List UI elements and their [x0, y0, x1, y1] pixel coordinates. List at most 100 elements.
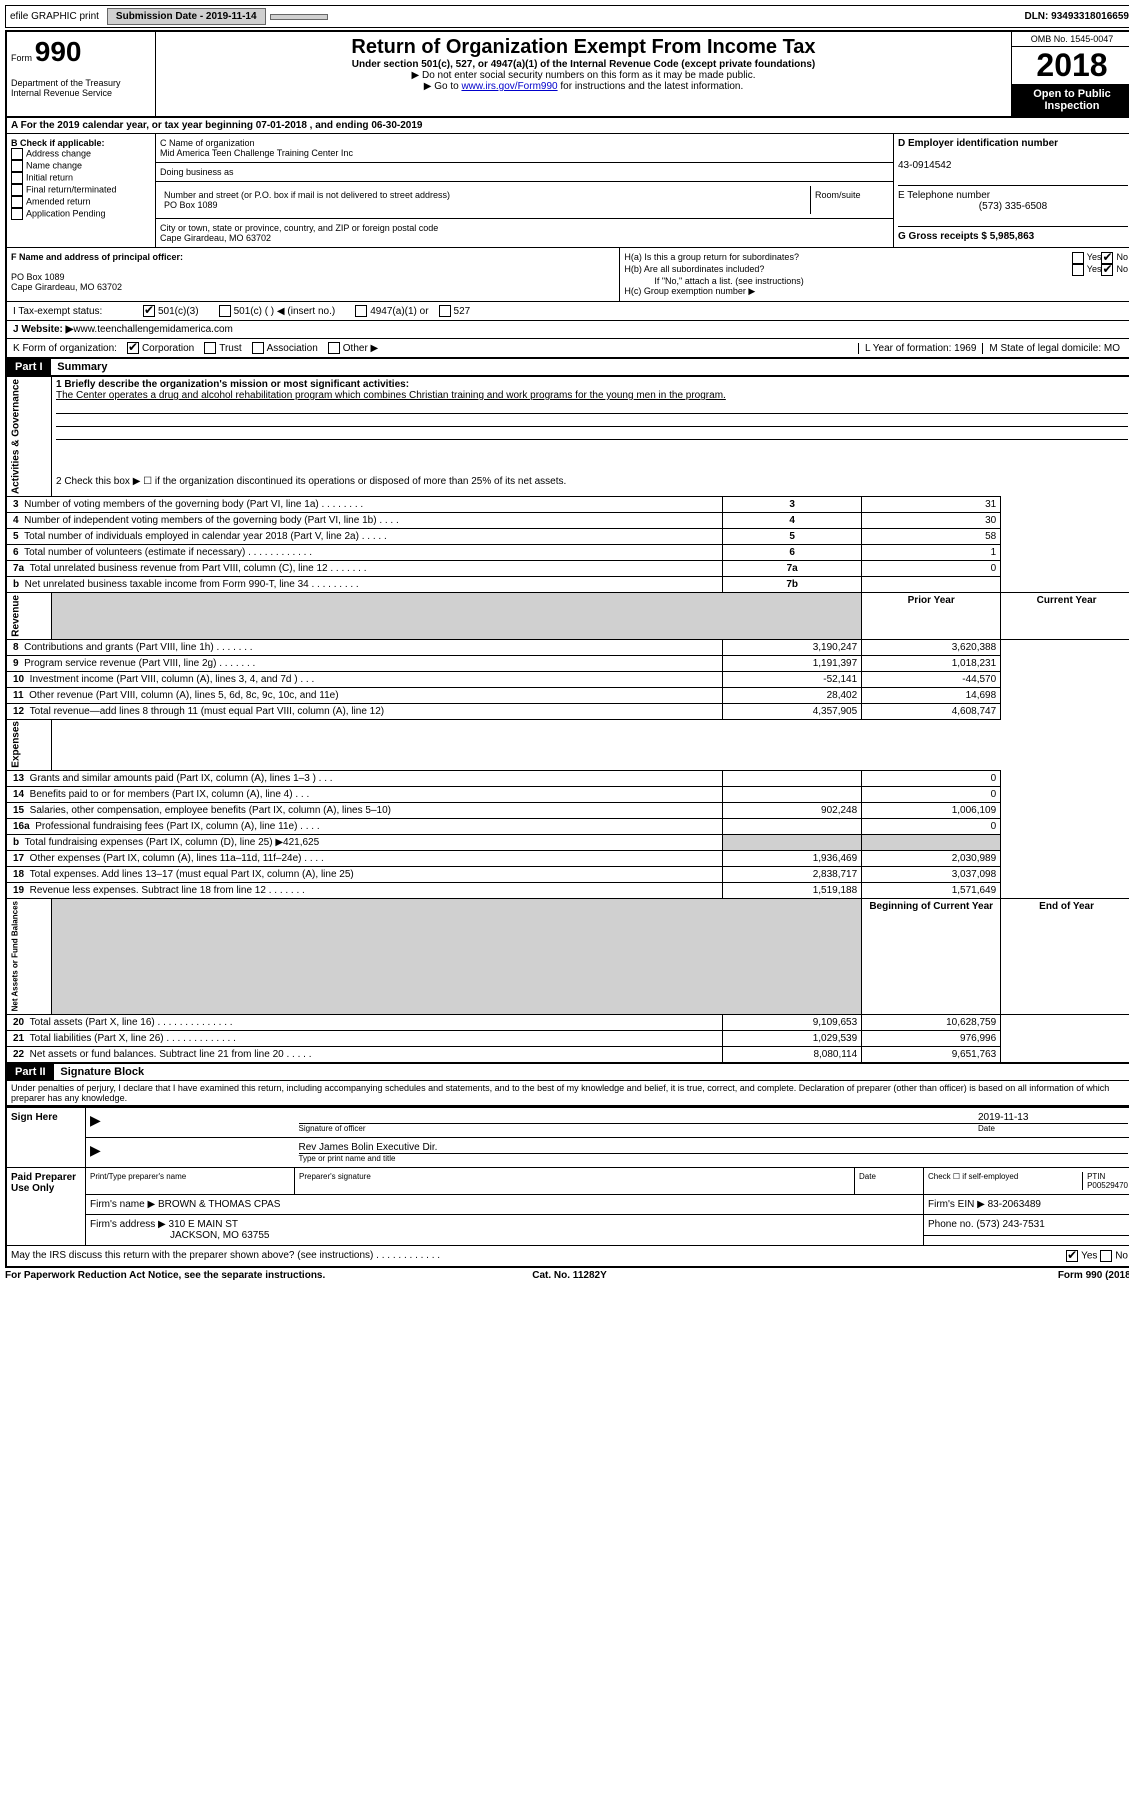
- firm-addr-label: Firm's address ▶: [90, 1219, 169, 1230]
- row-i: I Tax-exempt status: 501(c)(3) 501(c) ( …: [5, 302, 1129, 321]
- prior-value: 28,402: [723, 687, 862, 703]
- desc: 20 Total assets (Part X, line 16) . . . …: [6, 1014, 723, 1030]
- line-a: A For the 2019 calendar year, or tax yea…: [5, 118, 1129, 134]
- note-link: ▶ Go to www.irs.gov/Form990 for instruct…: [160, 81, 1007, 92]
- line-a-text: A For the 2019 calendar year, or tax yea…: [11, 120, 422, 131]
- form-subtitle: Under section 501(c), 527, or 4947(a)(1)…: [160, 59, 1007, 70]
- desc: 19 Revenue less expenses. Subtract line …: [6, 883, 723, 899]
- form-word: Form: [11, 53, 32, 63]
- col-b: B Check if applicable: Address change Na…: [7, 134, 156, 247]
- footer: For Paperwork Reduction Act Notice, see …: [5, 1268, 1129, 1281]
- cb-label-0: Address change: [26, 148, 91, 158]
- desc: 17 Other expenses (Part IX, column (A), …: [6, 851, 723, 867]
- top-control-bar: efile GRAPHIC print Submission Date - 20…: [5, 5, 1129, 28]
- hb-note: If "No," attach a list. (see instruction…: [624, 276, 1128, 286]
- summary-table: Activities & Governance 1 Briefly descri…: [5, 376, 1129, 1064]
- note2a: ▶ Go to: [424, 81, 462, 92]
- discuss-no-checkbox[interactable]: [1100, 1250, 1112, 1262]
- website-value: www.teenchallengemidamerica.com: [73, 324, 233, 335]
- hb-no-checkbox[interactable]: [1101, 264, 1113, 276]
- corp-checkbox[interactable]: [127, 342, 139, 354]
- type-name-label: Type or print name and title: [299, 1154, 1129, 1163]
- prep-sig-label: Preparer's signature: [295, 1167, 855, 1194]
- 501c-checkbox[interactable]: [219, 305, 231, 317]
- current-value: 14,698: [862, 687, 1001, 703]
- other-checkbox[interactable]: [328, 342, 340, 354]
- cb-label-3: Final return/terminated: [26, 184, 117, 194]
- desc: 16a Professional fundraising fees (Part …: [6, 819, 723, 835]
- mission-text: The Center operates a drug and alcohol r…: [56, 390, 726, 401]
- prior-value: 8,080,114: [723, 1046, 862, 1063]
- discuss-yes: Yes: [1081, 1250, 1097, 1261]
- prior-value: [723, 835, 862, 851]
- room-label: Room/suite: [811, 186, 889, 214]
- desc: b Net unrelated business taxable income …: [6, 577, 723, 593]
- row-k: K Form of organization: Corporation Trus…: [5, 339, 1129, 359]
- part2-badge: Part II: [7, 1064, 54, 1080]
- hb-yes-checkbox[interactable]: [1072, 264, 1084, 276]
- dept-label: Department of the Treasury Internal Reve…: [11, 68, 151, 98]
- ha-yes-label: Yes: [1087, 252, 1102, 264]
- opt-527: 527: [454, 306, 471, 317]
- initial-return-checkbox[interactable]: [11, 172, 23, 184]
- prep-date-label: Date: [855, 1167, 924, 1194]
- prep-phone: (573) 243-7531: [976, 1219, 1044, 1230]
- blank-button[interactable]: [270, 14, 328, 20]
- vert-revenue: Revenue: [6, 593, 52, 640]
- 501c3-checkbox[interactable]: [143, 305, 155, 317]
- discuss-yes-checkbox[interactable]: [1066, 1250, 1078, 1262]
- org-city: Cape Girardeau, MO 63702: [160, 233, 271, 243]
- current-value: 4,608,747: [862, 703, 1001, 719]
- vert-expenses: Expenses: [6, 719, 52, 771]
- prior-value: 1,029,539: [723, 1030, 862, 1046]
- linebox: 6: [723, 545, 862, 561]
- prior-value: 1,936,469: [723, 851, 862, 867]
- assoc-checkbox[interactable]: [252, 342, 264, 354]
- row-j: J Website: ▶ www.teenchallengemidamerica…: [5, 321, 1129, 339]
- footer-left: For Paperwork Reduction Act Notice, see …: [5, 1270, 381, 1281]
- tax-year: 2018: [1012, 47, 1129, 84]
- arrow-icon-2: ▶: [90, 1142, 101, 1158]
- footer-mid: Cat. No. 11282Y: [381, 1270, 757, 1281]
- amended-return-checkbox[interactable]: [11, 196, 23, 208]
- opt-trust: Trust: [219, 343, 241, 354]
- desc: 18 Total expenses. Add lines 13–17 (must…: [6, 867, 723, 883]
- discuss-no: No: [1115, 1250, 1128, 1261]
- part1-badge: Part I: [7, 359, 51, 375]
- desc: 14 Benefits paid to or for members (Part…: [6, 787, 723, 803]
- desc: 4 Number of independent voting members o…: [6, 513, 723, 529]
- phone-label: E Telephone number: [898, 190, 990, 201]
- irs-link[interactable]: www.irs.gov/Form990: [461, 81, 557, 92]
- name-change-checkbox[interactable]: [11, 160, 23, 172]
- head-end: End of Year: [1001, 899, 1129, 1014]
- ha-label: H(a) Is this a group return for subordin…: [624, 252, 1071, 264]
- application-pending-checkbox[interactable]: [11, 208, 23, 220]
- submission-date-button[interactable]: Submission Date - 2019-11-14: [107, 8, 266, 25]
- declaration: Under penalties of perjury, I declare th…: [5, 1081, 1129, 1106]
- address-change-checkbox[interactable]: [11, 148, 23, 160]
- self-employed-label: Check ☐ if self-employed: [928, 1172, 1082, 1190]
- note2b: for instructions and the latest informat…: [558, 81, 744, 92]
- current-value: 0: [862, 819, 1001, 835]
- desc: 6 Total number of volunteers (estimate i…: [6, 545, 723, 561]
- final-return-checkbox[interactable]: [11, 184, 23, 196]
- part2-header-row: Part II Signature Block: [5, 1064, 1129, 1081]
- prior-value: 4,357,905: [723, 703, 862, 719]
- website-label: J Website: ▶: [13, 324, 73, 335]
- firm-name: BROWN & THOMAS CPAS: [158, 1199, 280, 1210]
- cb-label-5: Application Pending: [26, 208, 106, 218]
- 4947-checkbox[interactable]: [355, 305, 367, 317]
- ha-yes-checkbox[interactable]: [1072, 252, 1084, 264]
- trust-checkbox[interactable]: [204, 342, 216, 354]
- current-value: 10,628,759: [862, 1014, 1001, 1030]
- sig-officer-label: Signature of officer: [299, 1124, 979, 1133]
- current-value: -44,570: [862, 671, 1001, 687]
- 527-checkbox[interactable]: [439, 305, 451, 317]
- desc: 11 Other revenue (Part VIII, column (A),…: [6, 687, 723, 703]
- note-ssn: ▶ Do not enter social security numbers o…: [160, 70, 1007, 81]
- head-current: Current Year: [1001, 593, 1129, 640]
- prior-value: [723, 771, 862, 787]
- prior-value: 2,838,717: [723, 867, 862, 883]
- current-value: 3,620,388: [862, 639, 1001, 655]
- paid-preparer-label: Paid Preparer Use Only: [6, 1167, 86, 1245]
